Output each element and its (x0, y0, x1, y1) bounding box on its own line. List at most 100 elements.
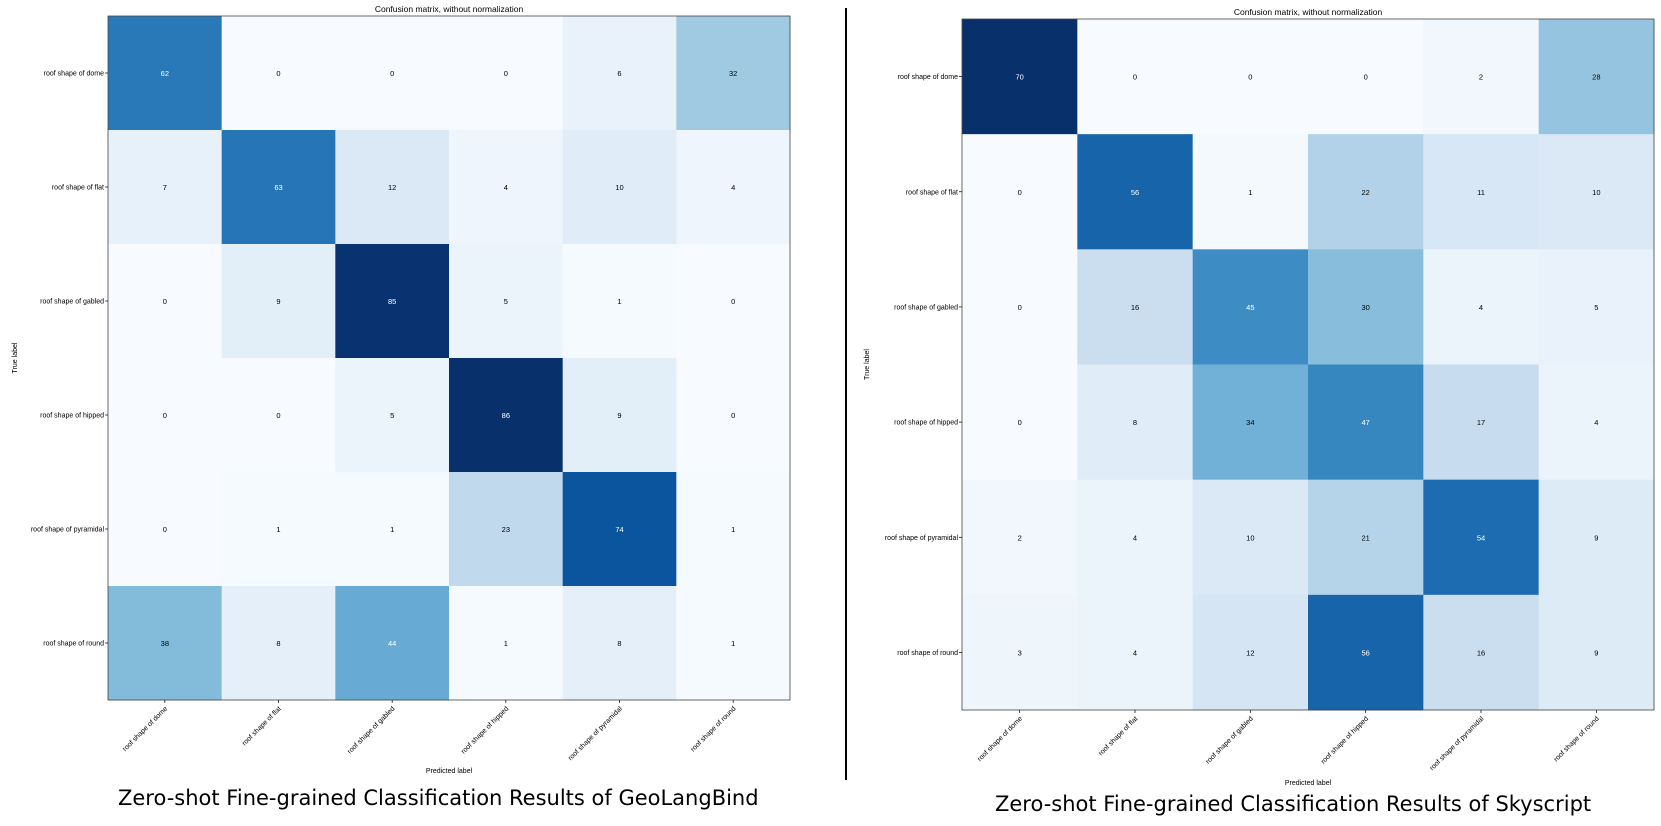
geolangbind-cell-value-r4-c3: 23 (502, 525, 510, 534)
skyscript-cell-r5-c4 (1423, 594, 1540, 711)
skyscript-cell-value-r1-c0: 0 (1018, 188, 1022, 197)
geolangbind-col-label-2: roof shape of gabled (346, 705, 396, 755)
geolangbind-row-label-0: roof shape of dome (44, 71, 104, 78)
geolangbind-plot-frame (107, 15, 791, 701)
skyscript-cell-r1-c2 (1192, 134, 1309, 250)
geolangbind-cell-r3-c1 (221, 358, 336, 473)
geolangbind-row-label-5: roof shape of round (43, 641, 104, 648)
geolangbind-cell-r5-c2 (335, 586, 450, 701)
skyscript-ylabel: True label (864, 349, 871, 380)
skyscript-cell-value-r4-c5: 9 (1594, 533, 1598, 542)
skyscript-cell-r0-c1 (1077, 19, 1194, 135)
skyscript-col-label-5: roof shape of round (1553, 715, 1601, 763)
geolangbind-cell-value-r3-c2: 5 (390, 411, 394, 420)
skyscript-cell-value-r4-c0: 2 (1018, 533, 1022, 542)
skyscript-cell-value-r3-c5: 4 (1594, 418, 1598, 427)
geolangbind-col-label-1: roof shape of flat (241, 705, 283, 747)
geolangbind-cell-value-r0-c5: 32 (729, 69, 737, 78)
geolangbind-cell-value-r4-c2: 1 (390, 525, 394, 534)
skyscript-cell-value-r0-c5: 28 (1592, 73, 1600, 82)
geolangbind-col-label-0: roof shape of dome (122, 705, 170, 753)
geolangbind-cell-r0-c1 (221, 16, 336, 131)
geolangbind-cell-r0-c0 (108, 16, 223, 131)
skyscript-cell-r4-c5 (1538, 479, 1655, 596)
skyscript-cell-r3-c3 (1308, 364, 1424, 481)
skyscript-cell-value-r0-c1: 0 (1133, 73, 1137, 82)
geolangbind-cell-r0-c2 (335, 16, 450, 131)
skyscript-cell-r3-c0 (962, 364, 1078, 481)
skyscript-cell-value-r0-c3: 0 (1364, 73, 1368, 82)
skyscript-cell-value-r2-c2: 45 (1246, 303, 1254, 312)
geolangbind-cell-value-r0-c2: 0 (390, 69, 394, 78)
skyscript-col-label-1: roof shape of flat (1098, 715, 1140, 757)
geolangbind-cell-value-r2-c2: 85 (388, 297, 396, 306)
skyscript-cell-r3-c4 (1423, 364, 1540, 481)
skyscript-cell-r5-c3 (1308, 594, 1424, 711)
skyscript-title: Confusion matrix, without normalization (1234, 7, 1383, 17)
geolangbind-cell-r0-c4 (562, 16, 677, 131)
skyscript-cell-value-r4-c3: 21 (1361, 533, 1369, 542)
skyscript-cell-value-r5-c1: 4 (1133, 648, 1137, 657)
skyscript-cell-value-r1-c5: 10 (1592, 188, 1600, 197)
skyscript-panel: 70 0 0 0 2 28 0 56 1 22 11 10 0 16 45 30 4 5 0 8 34 47 17 4 2 4 10… (845, 0, 1661, 821)
geolangbind-cell-value-r2-c5: 0 (731, 297, 735, 306)
geolangbind-cell-value-r5-c1: 8 (276, 639, 280, 648)
geolangbind-row-label-3: roof shape of hipped (40, 413, 104, 420)
geolangbind-cell-value-r2-c3: 5 (504, 297, 508, 306)
geolangbind-cell-r2-c4 (562, 244, 677, 359)
skyscript-cell-r3-c2 (1192, 364, 1309, 481)
geolangbind-col-label-5: roof shape of round (690, 705, 738, 753)
geolangbind-cell-value-r3-c4: 9 (617, 411, 621, 420)
geolangbind-cell-value-r0-c4: 6 (617, 69, 621, 78)
skyscript-cell-value-r5-c5: 9 (1594, 648, 1598, 657)
geolangbind-cell-value-r5-c0: 38 (161, 639, 169, 648)
geolangbind-cell-r2-c3 (449, 244, 564, 359)
skyscript-cell-r3-c1 (1077, 364, 1194, 481)
skyscript-cell-value-r1-c4: 11 (1477, 188, 1485, 197)
geolangbind-cell-value-r5-c2: 44 (388, 639, 396, 648)
skyscript-cell-value-r5-c0: 3 (1018, 648, 1022, 657)
geolangbind-cell-r2-c1 (221, 244, 336, 359)
geolangbind-cell-r2-c0 (108, 244, 223, 359)
skyscript-cell-r0-c2 (1192, 19, 1309, 135)
skyscript-cell-value-r2-c1: 16 (1131, 303, 1139, 312)
skyscript-cell-value-r3-c3: 47 (1361, 418, 1369, 427)
geolangbind-cell-r2-c2 (335, 244, 450, 359)
geolangbind-cell-value-r3-c3: 86 (502, 411, 510, 420)
skyscript-confusion-matrix: 70 0 0 0 2 280 56 1 22 11 100 16 45 30 4 50 8 34 47 17 42 4 10… (864, 7, 1655, 787)
skyscript-cell-value-r2-c0: 0 (1018, 303, 1022, 312)
skyscript-cell-value-r4-c1: 4 (1133, 533, 1137, 542)
geolangbind-col-label-3: roof shape of hipped (460, 705, 510, 755)
geolangbind-col-label-4: roof shape of pyramidal (567, 705, 624, 762)
geolangbind-cell-value-r5-c3: 1 (504, 639, 508, 648)
geolangbind-cell-value-r5-c5: 1 (731, 639, 735, 648)
skyscript-cell-value-r1-c1: 56 (1131, 188, 1139, 197)
geolangbind-cell-r3-c2 (335, 358, 450, 473)
geolangbind-cell-r3-c3 (449, 358, 564, 473)
skyscript-row-label-2: roof shape of gabled (894, 304, 958, 311)
geolangbind-cell-value-r1-c4: 10 (615, 183, 623, 192)
skyscript-cell-value-r0-c4: 2 (1479, 73, 1483, 82)
skyscript-cell-r2-c4 (1423, 249, 1540, 365)
skyscript-cell-r0-c3 (1308, 19, 1424, 135)
geolangbind-cell-r1-c2 (335, 130, 450, 245)
skyscript-cell-value-r3-c1: 8 (1133, 418, 1137, 427)
skyscript-cell-value-r4-c2: 10 (1246, 533, 1254, 542)
geolangbind-row-label-2: roof shape of gabled (40, 299, 104, 306)
skyscript-cell-r4-c0 (962, 479, 1078, 596)
skyscript-caption: Zero-shot Fine-grained Classification Re… (995, 792, 1592, 816)
skyscript-cell-r1-c4 (1423, 134, 1540, 250)
skyscript-cell-r1-c1 (1077, 134, 1194, 250)
geolangbind-cell-value-r2-c4: 1 (617, 297, 621, 306)
geolangbind-cell-r3-c0 (108, 358, 223, 473)
geolangbind-xlabel: Predicted label (426, 768, 473, 775)
skyscript-cell-r4-c4 (1423, 479, 1540, 596)
skyscript-cell-value-r0-c2: 0 (1248, 73, 1252, 82)
skyscript-plot-frame (961, 18, 1655, 711)
skyscript-row-label-3: roof shape of hipped (894, 420, 958, 427)
skyscript-cell-r3-c5 (1538, 364, 1655, 481)
panel-divider (845, 8, 847, 780)
geolangbind-cell-r1-c0 (108, 130, 223, 245)
skyscript-col-label-4: roof shape of pyramidal (1429, 715, 1486, 772)
skyscript-cell-value-r5-c3: 56 (1361, 648, 1369, 657)
